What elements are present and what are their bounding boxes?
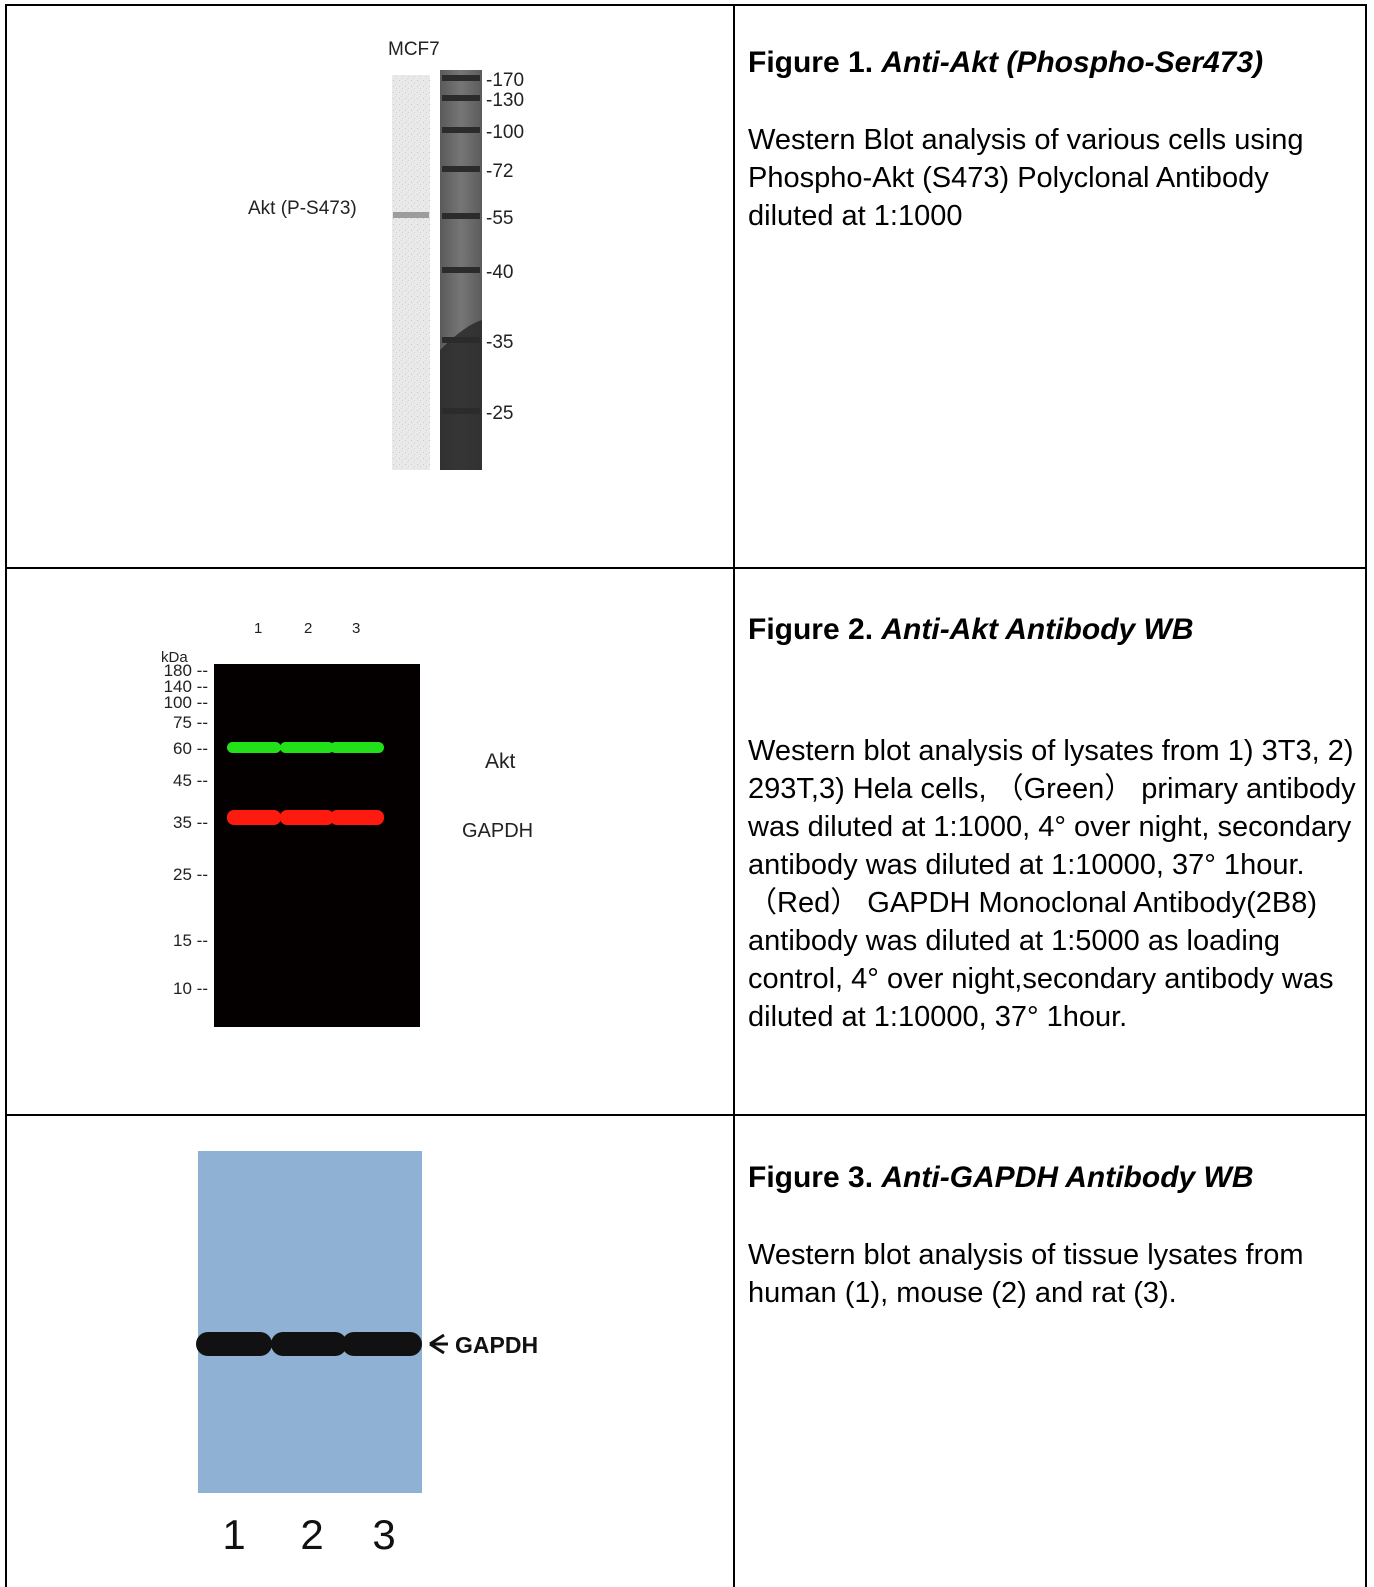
marker-label: 100 -- [164,693,208,712]
lane-numbers: 1 2 3 [254,620,360,637]
figure-3-description: Western blot analysis of tissue lysates … [748,1239,1304,1309]
marker-label: -130 [486,90,524,111]
marker-labels: 180 --140 --100 --75 -- 60 -- 45 -- 35 -- 25… [164,661,208,998]
lane-number: 2 [300,1511,323,1558]
marker-label: -25 [486,403,513,424]
ladder-band [442,337,480,343]
marker-label: -35 [486,332,513,353]
marker-label: -100 [486,122,524,143]
ladder-bands [442,75,480,414]
sample-lane [392,75,430,470]
band-label: Akt (P-S473) [248,198,357,219]
ladder-band [442,75,480,81]
figure-2-description: Western blot analysis of lysates from 1)… [748,735,1356,1033]
table-border-top [5,4,1367,6]
table-border-left [5,4,7,1587]
marker-label: -40 [486,262,513,283]
ladder-band [442,267,480,273]
gapdh-band [196,1332,272,1356]
marker-label: 75 -- [173,713,208,732]
marker-label: 45 -- [173,771,208,790]
figure-3-blot: GAPDH 1 2 3 [196,1151,538,1558]
figure-1-title: Figure 1. Anti-Akt (Phospho-Ser473) [748,45,1358,81]
arrow-icon [429,1333,448,1355]
gapdh-band [271,1332,347,1356]
marker-label: 10 -- [173,979,208,998]
figure-2-title: Figure 2. Anti-Akt Antibody WB [748,612,1358,648]
figure-1-caption: Figure 1. Anti-Akt (Phospho-Ser473) West… [748,45,1358,235]
lane-number: 1 [254,620,262,637]
figure-3-caption: Figure 3. Anti-GAPDH Antibody WB Western… [748,1160,1358,1312]
gapdh-band [342,1332,422,1356]
akt-band [227,742,281,753]
figure-2-name: Anti-Akt Antibody WB [881,613,1194,646]
gapdh-band [227,810,281,825]
figure-1-name: Anti-Akt (Phospho-Ser473) [881,46,1264,79]
lane-number: 3 [352,620,360,637]
table-border-right [1365,4,1367,1587]
ladder-band [442,127,480,133]
marker-label: 25 -- [173,865,208,884]
lane-number: 2 [304,620,312,637]
sample-label: MCF7 [388,39,440,60]
kda-unit-label: kDa [161,649,188,666]
row-divider-1 [5,567,1367,569]
row-divider-2 [5,1114,1367,1116]
akt-band [330,742,384,753]
gapdh-band [330,810,384,825]
marker-label: 180 -- [164,661,208,680]
ladder-band [442,95,480,101]
figure-3-number: Figure 3. [748,1161,874,1194]
ladder-band [442,408,480,414]
figure-3-title: Figure 3. Anti-GAPDH Antibody WB [748,1160,1358,1196]
figure-3-name: Anti-GAPDH Antibody WB [881,1161,1254,1194]
figure-2-number: Figure 2. [748,613,874,646]
akt-band-label: Akt [485,750,516,773]
gapdh-band [280,810,334,825]
lane-numbers: 1 2 3 [222,1511,395,1558]
marker-label: 15 -- [173,931,208,950]
marker-label: -170 [486,70,524,91]
gapdh-bands [196,1332,422,1356]
film-membrane [198,1151,422,1493]
lane-number: 3 [372,1511,395,1558]
figure-2-blot: kDa 1 2 3 180 --140 --100 --75 -- 60 -- 45 -… [161,620,533,1027]
lane-number: 1 [222,1511,245,1558]
ladder-smear [440,320,482,470]
marker-label: -72 [486,161,513,182]
fluorescent-membrane [214,664,420,1027]
marker-labels: -170-130 -100 -72 -55 -40 -35 -25 [486,70,524,424]
marker-label: 60 -- [173,739,208,758]
gapdh-band-label: GAPDH [455,1332,538,1358]
figure-1-number: Figure 1. [748,46,874,79]
fluorescent-bands [227,742,384,825]
figure-1-description: Western Blot analysis of various cells u… [748,124,1304,232]
ladder-band [442,213,480,219]
marker-label: 35 -- [173,813,208,832]
column-divider [733,4,735,1587]
akt-band [280,742,334,753]
gapdh-band-label: GAPDH [462,820,533,842]
figure-1-blot: MCF7 Akt (P-S473) -170-130-100-72-55-40-… [248,39,524,470]
figure-2-caption: Figure 2. Anti-Akt Antibody WB Western b… [748,612,1358,1036]
marker-label: 140 -- [164,677,208,696]
marker-label: -55 [486,208,513,229]
akt-phospho-band [393,212,429,218]
ladder-band [442,166,480,172]
